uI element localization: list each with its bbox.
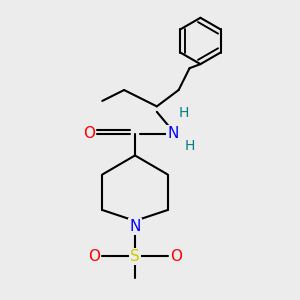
Text: N: N — [129, 219, 141, 234]
Text: H: H — [179, 106, 189, 120]
Text: N: N — [167, 126, 179, 141]
Text: O: O — [88, 249, 100, 264]
Text: H: H — [184, 139, 195, 153]
Text: O: O — [83, 126, 95, 141]
Text: O: O — [170, 249, 182, 264]
Text: S: S — [130, 249, 140, 264]
